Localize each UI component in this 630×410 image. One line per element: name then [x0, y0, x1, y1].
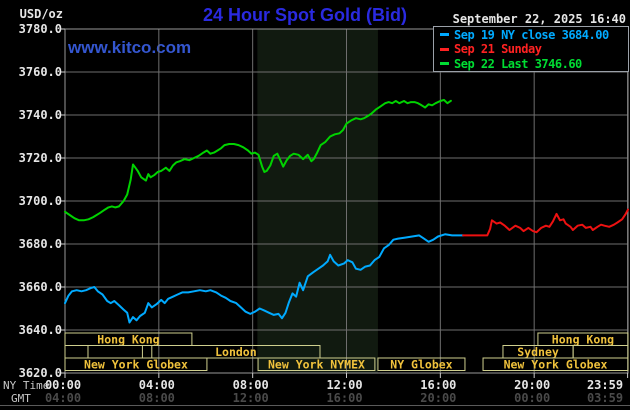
session-label: Hong Kong: [552, 332, 614, 346]
legend-item-label: Sep 19 NY close 3684.00: [454, 27, 609, 42]
y-axis-label: 3720.0: [18, 151, 62, 165]
ny-time-axis-caption: NY Time: [3, 379, 50, 392]
x-axis-label-ny-time: 00:00: [44, 378, 82, 392]
x-axis-label-ny-time: 20:00: [514, 378, 551, 392]
y-axis-label: 3620.0: [18, 366, 62, 380]
datetime-label: September 22, 2025 16:40: [452, 12, 626, 26]
x-axis-label-ny-time: 23:59: [586, 378, 624, 392]
session-label: New York NYMEX: [268, 357, 365, 371]
legend-line-marker: [440, 33, 449, 36]
series-line-sep-19-ny-close: [64, 233, 465, 324]
session-label: London: [215, 345, 257, 359]
session-label: NY Globex: [390, 357, 452, 371]
x-axis-label-ny-time: 04:00: [138, 378, 175, 392]
session-box: [377, 357, 466, 371]
session-box: [64, 357, 208, 371]
legend-item-label: Sep 22 Last 3746.60: [454, 56, 582, 71]
session-box: [572, 345, 629, 359]
x-axis-label-gmt: 08:00: [138, 391, 175, 405]
legend-box: Sep 19 NY close 3684.00 Sep 21 Sunday Sep …: [433, 26, 629, 72]
legend-item-label: Sep 21 Sunday: [454, 42, 542, 56]
gmt-axis-caption: GMT: [11, 392, 31, 405]
x-axis-label-ny-time: 12:00: [326, 378, 363, 392]
x-axis-label-gmt: 20:00: [420, 391, 457, 405]
session-box: [257, 357, 376, 371]
legend-item: Sep 22 Last 3746.60: [434, 57, 628, 71]
session-label: New York Globex: [504, 357, 608, 371]
session-box: [87, 345, 143, 359]
session-box: [64, 345, 89, 359]
y-axis-label: 3760.0: [18, 65, 62, 79]
y-axis-unit-label: USD/oz: [19, 7, 63, 21]
session-label: New York Globex: [84, 357, 188, 371]
x-axis-label-ny-time: 08:00: [232, 378, 269, 392]
legend-line-marker: [440, 47, 449, 51]
session-label: Hong Kong: [97, 332, 159, 346]
series-line-sep-22-last: [64, 98, 452, 222]
x-axis-label-gmt: 03:59: [586, 391, 624, 405]
session-box: [482, 357, 629, 371]
y-axis-label: 3640.0: [18, 323, 62, 337]
y-axis-label: 3660.0: [18, 280, 62, 294]
legend-item: Sep 21 Sunday: [434, 42, 628, 56]
x-axis-label-gmt: 04:00: [44, 391, 82, 405]
x-axis-label-gmt: 16:00: [326, 391, 363, 405]
bottom-divider: [0, 405, 630, 406]
y-axis-label: 3780.0: [18, 22, 62, 36]
legend-item: Sep 19 NY close 3684.00: [434, 28, 628, 42]
x-axis-label-gmt: 12:00: [232, 391, 269, 405]
legend-line-marker: [440, 62, 449, 65]
kitco-watermark-link[interactable]: www.kitco.com: [68, 38, 192, 57]
chart-title: 24 Hour Spot Gold (Bid): [203, 5, 407, 25]
y-axis-label: 3680.0: [18, 237, 62, 251]
y-axis-label: 3700.0: [18, 194, 62, 208]
x-axis-label-gmt: 00:00: [514, 391, 551, 405]
x-axis-label-ny-time: 16:00: [420, 378, 457, 392]
session-box: [151, 345, 321, 359]
y-axis-label: 3740.0: [18, 108, 62, 122]
session-label: Sydney: [517, 345, 559, 359]
series-line-sep-21-sunday: [462, 208, 629, 237]
